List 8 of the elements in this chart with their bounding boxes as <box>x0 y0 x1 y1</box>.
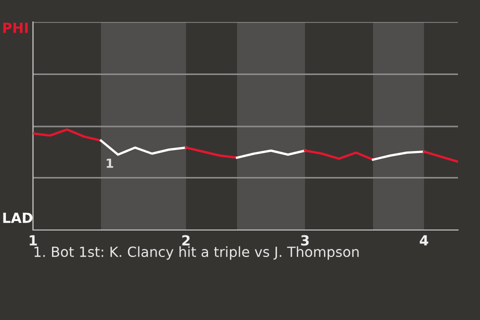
text: PHI <box>3 22 28 33</box>
x-tick-label: 1 <box>30 235 37 246</box>
text: LAD <box>3 212 32 223</box>
annotation: 1 <box>106 158 114 168</box>
x-tick-label: 4 <box>420 235 428 246</box>
text: 1. Bot 1st: K. Clancy hit a triple vs J. Thompson <box>34 246 359 260</box>
x-tick-label: 3 <box>301 235 309 246</box>
x-tick-label: 2 <box>182 235 190 246</box>
